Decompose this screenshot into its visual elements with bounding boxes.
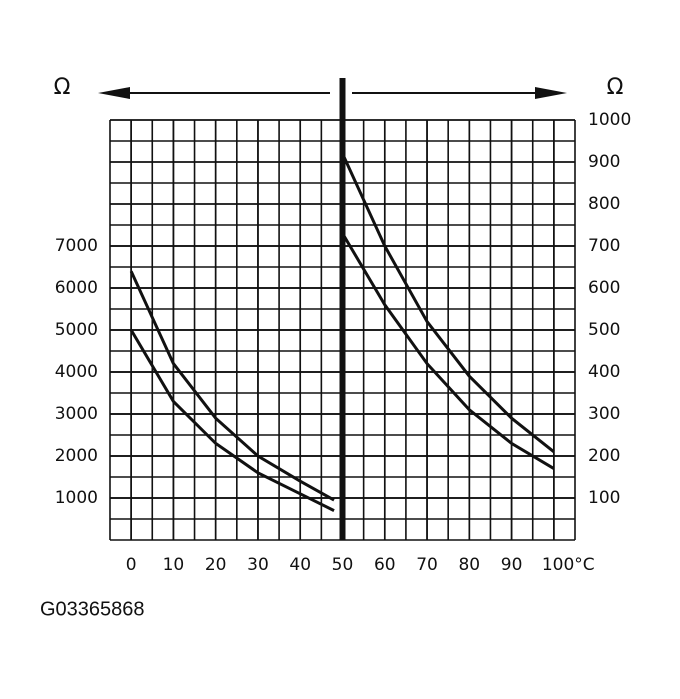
- y-tick-label: 5000: [55, 320, 98, 340]
- curve: [129, 329, 335, 512]
- y2-axis-label: Ω: [607, 75, 624, 100]
- y-axis-label: Ω: [54, 75, 71, 100]
- y-tick-label: 2000: [55, 446, 98, 466]
- y2-tick-label: 1000: [588, 110, 631, 130]
- y2-tick-label: 900: [588, 152, 620, 172]
- x-tick-label: 10: [163, 555, 185, 575]
- x-tick-label: 30: [247, 555, 269, 575]
- y2-tick-label: 300: [588, 404, 620, 424]
- x-tick-label: 40: [289, 555, 311, 575]
- x-tick-label: 80: [458, 555, 480, 575]
- x-tick-label: 50: [332, 555, 354, 575]
- x-tick-label: 90: [501, 555, 523, 575]
- y2-tick-label: 400: [588, 362, 620, 382]
- x-tick-label: 20: [205, 555, 227, 575]
- y-tick-label: 6000: [55, 278, 98, 298]
- x-tick-label: 60: [374, 555, 396, 575]
- y2-tick-label: 200: [588, 446, 620, 466]
- x-tick-label: 0: [126, 555, 137, 575]
- right-arrowhead: [535, 87, 567, 99]
- y2-tick-label: 700: [588, 236, 620, 256]
- y2-tick-label: 800: [588, 194, 620, 214]
- y2-tick-label: 500: [588, 320, 620, 340]
- y2-tick-label: 100: [588, 488, 620, 508]
- left-arrowhead: [98, 87, 130, 99]
- y-tick-label: 4000: [55, 362, 98, 382]
- y-tick-label: 7000: [55, 236, 98, 256]
- y-tick-label: 3000: [55, 404, 98, 424]
- y-tick-label: 1000: [55, 488, 98, 508]
- x-tick-label: 70: [416, 555, 438, 575]
- curve: [341, 152, 555, 453]
- figure-id: G03365868: [40, 598, 145, 620]
- x-tick-label: 100°C: [542, 555, 595, 575]
- curve: [341, 232, 555, 470]
- curve: [129, 270, 335, 502]
- y2-tick-label: 600: [588, 278, 620, 298]
